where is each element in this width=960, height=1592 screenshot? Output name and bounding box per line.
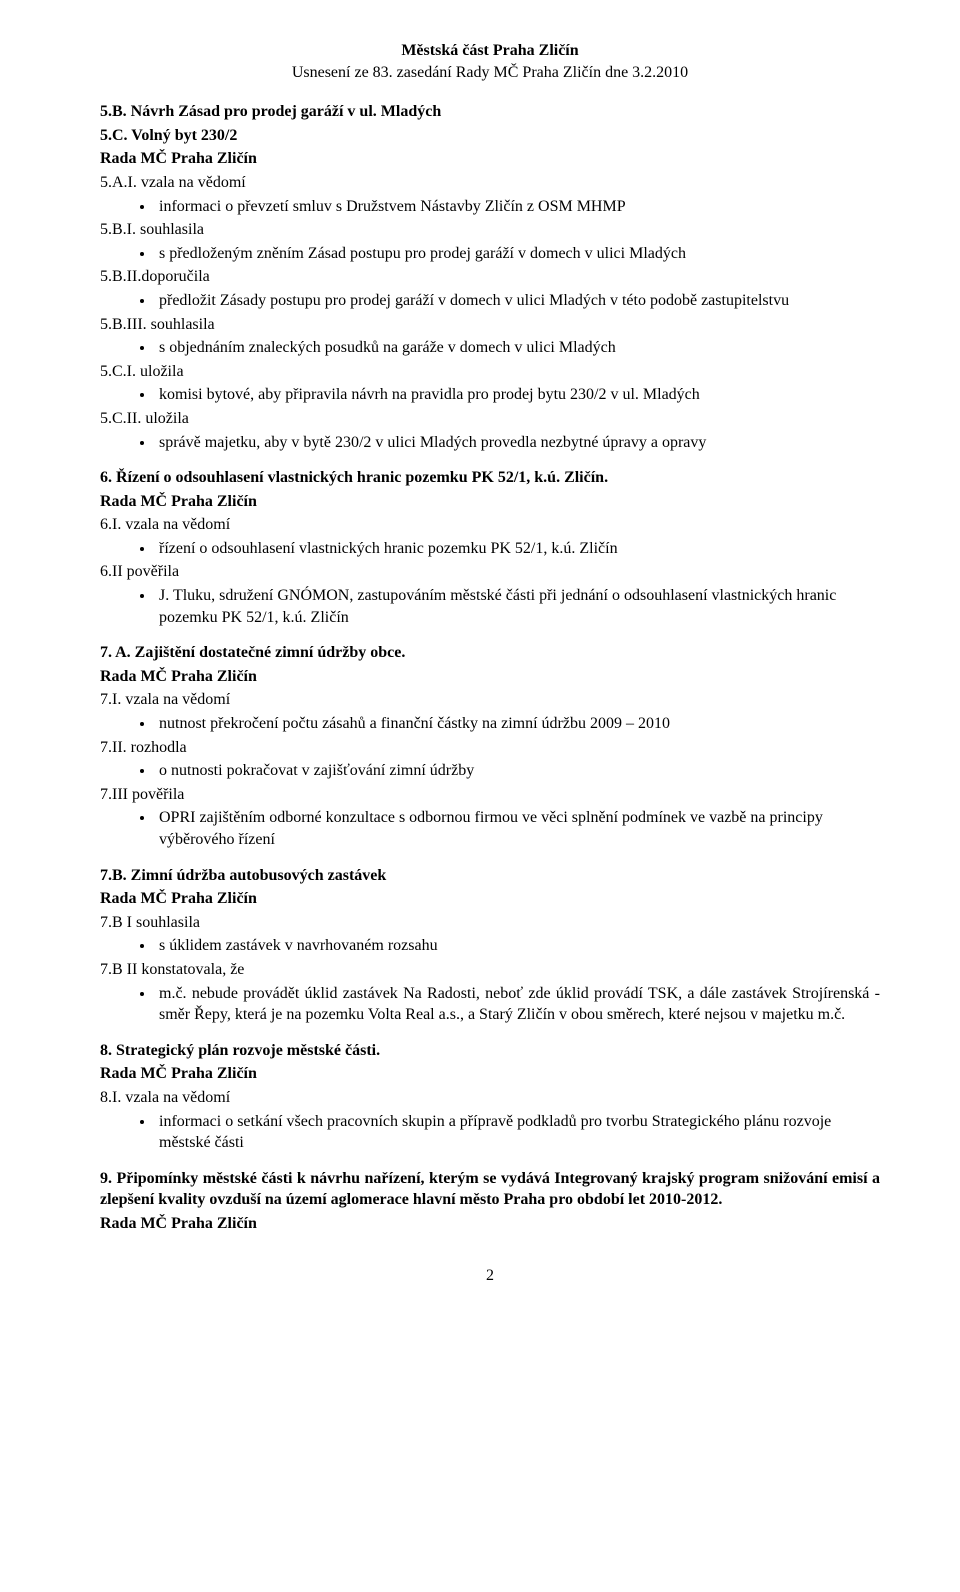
bullet-item: komisi bytové, aby připravila návrh na p… [155, 384, 880, 406]
item-heading: 7.III pověřila [100, 784, 880, 806]
item-heading: 7.II. rozhodla [100, 737, 880, 759]
section-title: 9. Připomínky městské části k návrhu nař… [100, 1168, 880, 1211]
rada-line: Rada MČ Praha Zličín [100, 666, 880, 688]
section-title: 7. A. Zajištění dostatečné zimní údržby … [100, 642, 880, 664]
bullet-item: s předloženým zněním Zásad postupu pro p… [155, 243, 880, 265]
section-title: 7.B. Zimní údržba autobusových zastávek [100, 865, 880, 887]
section-title: 8. Strategický plán rozvoje městské část… [100, 1040, 880, 1062]
rada-line: Rada MČ Praha Zličín [100, 888, 880, 910]
item-heading: 7.B I souhlasila [100, 912, 880, 934]
item-heading: 7.B II konstatovala, že [100, 959, 880, 981]
bullet-item: J. Tluku, sdružení GNÓMON, zastupováním … [155, 585, 880, 628]
item-heading: 6.I. vzala na vědomí [100, 514, 880, 536]
section-title: 5.B. Návrh Zásad pro prodej garáží v ul.… [100, 101, 880, 123]
bullet-item: s úklidem zastávek v navrhovaném rozsahu [155, 935, 880, 957]
page-number: 2 [100, 1265, 880, 1287]
section-subtitle: 5.C. Volný byt 230/2 [100, 125, 880, 147]
bullet-item: správě majetku, aby v bytě 230/2 v ulici… [155, 432, 880, 454]
item-heading: 7.I. vzala na vědomí [100, 689, 880, 711]
header-org: Městská část Praha Zličín [100, 40, 880, 62]
rada-line: Rada MČ Praha Zličín [100, 1213, 880, 1235]
bullet-item: informaci o setkání všech pracovních sku… [155, 1111, 880, 1154]
bullet-item: nutnost překročení počtu zásahů a finanč… [155, 713, 880, 735]
item-heading: 5.B.III. souhlasila [100, 314, 880, 336]
bullet-item: s objednáním znaleckých posudků na garáž… [155, 337, 880, 359]
item-heading: 8.I. vzala na vědomí [100, 1087, 880, 1109]
bullet-item: OPRI zajištěním odborné konzultace s odb… [155, 807, 880, 850]
rada-line: Rada MČ Praha Zličín [100, 148, 880, 170]
item-heading: 5.C.I. uložila [100, 361, 880, 383]
item-heading: 5.A.I. vzala na vědomí [100, 172, 880, 194]
section-title: 6. Řízení o odsouhlasení vlastnických hr… [100, 467, 880, 489]
rada-line: Rada MČ Praha Zličín [100, 1063, 880, 1085]
item-heading: 5.B.II.doporučila [100, 266, 880, 288]
item-heading: 6.II pověřila [100, 561, 880, 583]
item-heading: 5.C.II. uložila [100, 408, 880, 430]
bullet-item: o nutnosti pokračovat v zajišťování zimn… [155, 760, 880, 782]
bullet-item: m.č. nebude provádět úklid zastávek Na R… [155, 983, 880, 1026]
item-heading: 5.B.I. souhlasila [100, 219, 880, 241]
bullet-item: řízení o odsouhlasení vlastnických hrani… [155, 538, 880, 560]
bullet-item: předložit Zásady postupu pro prodej gará… [155, 290, 880, 312]
bullet-item: informaci o převzetí smluv s Družstvem N… [155, 196, 880, 218]
header-subtitle: Usnesení ze 83. zasedání Rady MČ Praha Z… [100, 62, 880, 84]
rada-line: Rada MČ Praha Zličín [100, 491, 880, 513]
